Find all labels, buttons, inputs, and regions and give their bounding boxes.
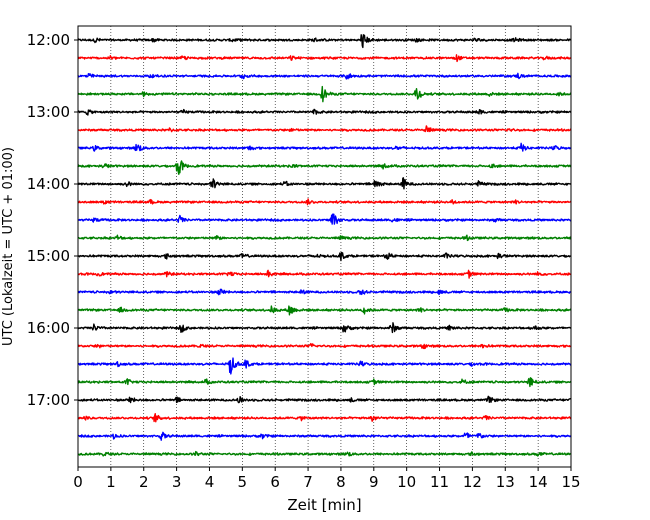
x-tick-label-12: 12 — [463, 473, 482, 491]
trace-1630 — [77, 357, 572, 375]
x-tick-label-6: 6 — [270, 473, 280, 491]
trace-1400 — [77, 177, 572, 190]
trace-1730 — [77, 431, 572, 441]
trace-1230 — [77, 72, 572, 80]
trace-1745 — [77, 450, 572, 457]
x-tick-label-3: 3 — [172, 473, 182, 491]
y-axis-ticks: 12:00 13:00 14:00 15:00 16:00 17:00 — [27, 31, 78, 409]
y-tick-label: 16:00 — [27, 319, 70, 337]
trace-1615 — [77, 342, 572, 350]
trace-1530 — [77, 288, 572, 296]
y-tick-label: 12:00 — [27, 31, 70, 49]
x-tick-label-15: 15 — [561, 473, 580, 491]
y-tick-label: 17:00 — [27, 391, 70, 409]
x-tick-label-5: 5 — [238, 473, 248, 491]
x-tick-label-13: 13 — [496, 473, 515, 491]
x-tick-label-7: 7 — [303, 473, 313, 491]
x-tick-label-14: 14 — [529, 473, 548, 491]
trace-1445 — [77, 234, 572, 242]
y-tick-label: 13:00 — [27, 103, 70, 121]
trace-group — [77, 34, 572, 457]
x-tick-label-2: 2 — [139, 473, 149, 491]
trace-1300 — [77, 108, 572, 116]
x-tick-label-1: 1 — [106, 473, 116, 491]
x-axis-label: Zeit [min] — [287, 496, 361, 514]
y-axis-label: UTC (Lokalzeit = UTC + 01:00) — [1, 147, 16, 346]
x-tick-label-8: 8 — [336, 473, 346, 491]
x-tick-label-0: 0 — [73, 473, 83, 491]
trace-1715 — [77, 412, 572, 423]
x-tick-label-11: 11 — [430, 473, 449, 491]
x-axis-ticks: 0 1 2 3 4 5 6 7 8 9 10 11 12 13 14 15 — [73, 467, 581, 491]
trace-1645 — [77, 377, 572, 388]
plot-frame — [77, 25, 572, 468]
trace-1545 — [77, 305, 572, 316]
trace-1315 — [77, 125, 572, 133]
trace-1600 — [77, 322, 572, 334]
trace-1200 — [77, 34, 572, 49]
x-tick-label-4: 4 — [205, 473, 215, 491]
trace-1345 — [77, 160, 572, 175]
trace-1430 — [77, 213, 572, 225]
x-tick-label-10: 10 — [397, 473, 416, 491]
trace-1415 — [77, 198, 572, 206]
y-tick-label: 15:00 — [27, 247, 70, 265]
trace-1215 — [77, 54, 572, 63]
trace-1245 — [77, 85, 572, 103]
y-tick-label: 14:00 — [27, 175, 70, 193]
trace-1515 — [77, 269, 572, 279]
trace-1500 — [77, 251, 572, 262]
trace-1330 — [77, 142, 572, 152]
x-tick-label-9: 9 — [369, 473, 379, 491]
trace-1700 — [77, 395, 572, 404]
